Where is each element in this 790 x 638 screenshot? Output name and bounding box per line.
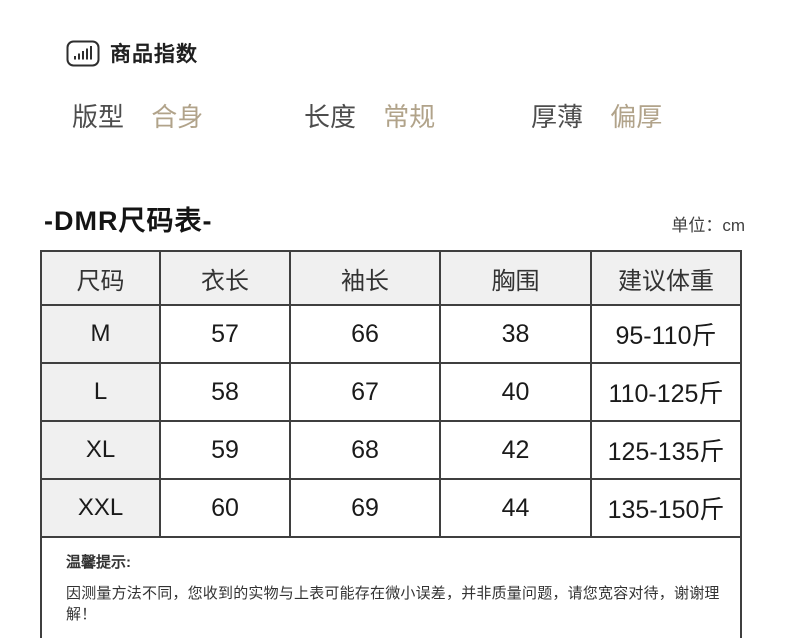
column-header-bust: 胸围 xyxy=(439,250,592,306)
cell-weight: 95-110斤 xyxy=(590,304,742,364)
unit-label: 单位：cm xyxy=(671,216,745,235)
column-header-sleeve: 袖长 xyxy=(289,250,441,306)
attribute-label: 厚薄 xyxy=(531,102,584,132)
table-row: M 57 66 38 95-110斤 xyxy=(40,304,742,364)
column-header-length: 衣长 xyxy=(159,250,291,306)
bar-chart-icon xyxy=(66,40,100,67)
note-row: 温馨提示: 因测量方法不同，您收到的实物与上表可能存在微小误差，并非质量问题，请… xyxy=(40,536,742,638)
note-title: 温馨提示: xyxy=(66,554,131,571)
cell-weight: 135-150斤 xyxy=(590,478,742,538)
column-header-size: 尺码 xyxy=(40,250,161,306)
cell-bust: 42 xyxy=(439,420,592,480)
note-body: 因测量方法不同，您收到的实物与上表可能存在微小误差，并非质量问题，请您宽容对待，… xyxy=(66,585,720,623)
cell-sleeve: 66 xyxy=(289,304,441,364)
attribute-value: 常规 xyxy=(383,102,436,132)
size-table-header-row: 尺码 衣长 袖长 胸围 建议体重 xyxy=(40,250,742,306)
product-index-header: 商品指数 xyxy=(66,38,198,68)
cell-size: XL xyxy=(40,420,161,480)
size-table: 尺码 衣长 袖长 胸围 建议体重 M 57 66 38 95-110斤 L 58… xyxy=(40,250,742,638)
attribute-thickness: 厚薄 偏厚 xyxy=(531,99,662,135)
cell-length: 57 xyxy=(159,304,291,364)
cell-size: L xyxy=(40,362,161,422)
table-row: XL 59 68 42 125-135斤 xyxy=(40,420,742,480)
attribute-value: 合身 xyxy=(151,102,204,132)
attribute-row: 版型 合身 长度 常规 厚薄 偏厚 xyxy=(0,99,790,135)
table-row: XXL 60 69 44 135-150斤 xyxy=(40,478,742,538)
cell-bust: 38 xyxy=(439,304,592,364)
cell-sleeve: 68 xyxy=(289,420,441,480)
cell-sleeve: 69 xyxy=(289,478,441,538)
table-row: L 58 67 40 110-125斤 xyxy=(40,362,742,422)
cell-size: M xyxy=(40,304,161,364)
cell-size: XXL xyxy=(40,478,161,538)
cell-length: 58 xyxy=(159,362,291,422)
attribute-label: 长度 xyxy=(304,102,357,132)
cell-bust: 40 xyxy=(439,362,592,422)
cell-weight: 125-135斤 xyxy=(590,420,742,480)
attribute-value: 偏厚 xyxy=(610,102,663,132)
attribute-length: 长度 常规 xyxy=(304,99,435,135)
cell-weight: 110-125斤 xyxy=(590,362,742,422)
note-cell: 温馨提示: 因测量方法不同，您收到的实物与上表可能存在微小误差，并非质量问题，请… xyxy=(40,536,742,638)
product-index-title: 商品指数 xyxy=(110,43,198,66)
cell-length: 60 xyxy=(159,478,291,538)
size-chart-title: -DMR尺码表- xyxy=(44,206,213,236)
cell-length: 59 xyxy=(159,420,291,480)
attribute-label: 版型 xyxy=(72,102,125,132)
column-header-weight: 建议体重 xyxy=(590,250,742,306)
cell-bust: 44 xyxy=(439,478,592,538)
cell-sleeve: 67 xyxy=(289,362,441,422)
attribute-fit: 版型 合身 xyxy=(72,99,203,135)
